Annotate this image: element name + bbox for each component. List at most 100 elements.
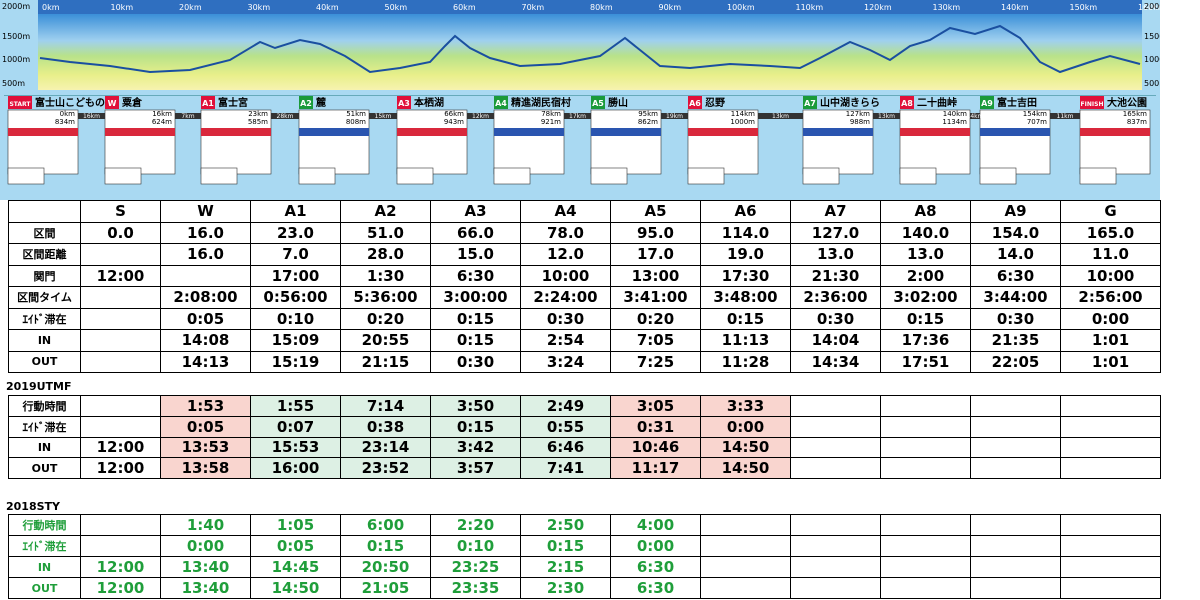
km-strip <box>38 0 1142 14</box>
column-header: G <box>1060 200 1161 223</box>
row-label: 行動時間 <box>8 395 81 417</box>
station-alt: 1000m <box>730 118 755 126</box>
segment-arrow <box>564 113 591 119</box>
cell: 17:30 <box>700 264 791 287</box>
section-title: 2018STY <box>6 500 61 513</box>
cell: 1:30 <box>340 264 431 287</box>
table-row: 行動時間 1:53 1:55 7:14 3:50 2:49 3:05 3:33 <box>8 395 1161 417</box>
segment-arrow <box>467 113 494 119</box>
row-label: OUT <box>8 350 81 373</box>
cell: 15:53 <box>250 436 341 459</box>
cell: 154.0 <box>970 221 1061 244</box>
table-row: IN 12:00 13:53 15:53 23:14 3:42 6:46 10:46 14:50 <box>8 436 1161 459</box>
icon-box <box>493 167 531 185</box>
cell <box>970 457 1061 480</box>
cell: 16.0 <box>160 243 251 266</box>
section-title: 2019UTMF <box>6 380 72 393</box>
cell: 3:50 <box>430 395 521 417</box>
station-code: A9 <box>981 99 993 108</box>
km-label: 60km <box>453 3 476 12</box>
cell: 2:30 <box>520 577 611 599</box>
icon-box <box>590 167 628 185</box>
cell: 0:15 <box>520 535 611 557</box>
station-code: A7 <box>804 99 816 108</box>
segment-arrow <box>661 113 688 119</box>
cell: 13:00 <box>610 264 701 287</box>
column-header: A2 <box>340 200 431 223</box>
cell: 3:44:00 <box>970 286 1061 309</box>
elevation-label: 2000m <box>2 2 30 11</box>
station-badge <box>980 96 994 109</box>
cell: 0:30 <box>790 307 881 330</box>
cell: 17.0 <box>610 243 701 266</box>
station-name: 大池公園 <box>1107 96 1147 109</box>
cell: 10:00 <box>520 264 611 287</box>
table-row: 区間タイム 2:08:00 0:56:00 5:36:00 3:00:00 2:24:00… <box>8 286 1161 309</box>
cell <box>880 436 971 459</box>
table-row: 区間 0.0 16.0 23.0 51.0 66.0 78.0 95.0 114.0 127.0 1… <box>8 221 1161 244</box>
cell: 15:09 <box>250 329 341 352</box>
cell: 13.0 <box>880 243 971 266</box>
cell: 0:30 <box>970 307 1061 330</box>
elevation-profile <box>39 24 1141 74</box>
cell: 7:41 <box>520 457 611 480</box>
station-code: A8 <box>901 99 913 108</box>
row-label: IN <box>8 436 81 459</box>
segment-arrow <box>369 113 397 119</box>
cell: 6:30 <box>610 556 701 578</box>
cell <box>880 577 971 599</box>
cell <box>1060 436 1161 459</box>
km-label: 110km <box>796 3 824 12</box>
station-name: 本栖湖 <box>414 96 444 109</box>
cell <box>790 535 881 557</box>
cell <box>970 395 1061 417</box>
elevation-label: 1500m <box>1144 32 1160 41</box>
cell: 12:00 <box>80 556 161 578</box>
station-name: 精進湖民宿村 <box>511 96 571 109</box>
km-label: 70km <box>522 3 545 12</box>
station-km: 23km <box>248 110 268 118</box>
station-km: 51km <box>346 110 366 118</box>
cell: 2:20 <box>430 514 521 536</box>
elevation-label: 1000m <box>1144 55 1160 64</box>
cell: 21:15 <box>340 350 431 373</box>
cell: 3:48:00 <box>700 286 791 309</box>
station-badge <box>688 96 702 109</box>
table-row: ｴｲﾄﾞ滞在 0:05 0:10 0:20 0:15 0:30 0:20 0:15 0:30 0:… <box>8 307 1161 330</box>
icon-box <box>802 167 840 185</box>
cell <box>970 415 1061 438</box>
cell: 11:13 <box>700 329 791 352</box>
station-card <box>1079 109 1151 175</box>
segment-km: 13km <box>878 113 895 120</box>
cell: 127.0 <box>790 221 881 244</box>
station-alt: 624m <box>152 118 172 126</box>
cell: 5:36:00 <box>340 286 431 309</box>
column-header: A7 <box>790 200 881 223</box>
row-label: 区間 <box>8 221 81 244</box>
cell <box>790 514 881 536</box>
table-row: ｴｲﾄﾞ滞在 0:05 0:07 0:38 0:15 0:55 0:31 0:00 <box>8 415 1161 438</box>
cell: 2:36:00 <box>790 286 881 309</box>
station-row <box>803 128 873 136</box>
km-label: 80km <box>590 3 613 12</box>
station-badge <box>591 96 605 109</box>
cell: 21:30 <box>790 264 881 287</box>
cell <box>80 395 161 417</box>
station-card <box>396 109 468 175</box>
cell: 13:40 <box>160 577 251 599</box>
cell: 165.0 <box>1060 221 1161 244</box>
station-row <box>980 128 1050 136</box>
station-name: 勝山 <box>608 96 628 109</box>
station-code: A6 <box>689 99 701 108</box>
cell: 51.0 <box>340 221 431 244</box>
station-code: A5 <box>592 99 604 108</box>
station-badge <box>803 96 817 109</box>
station-badge <box>105 96 119 109</box>
cell: 17:51 <box>880 350 971 373</box>
station-badge <box>299 96 313 109</box>
cell <box>790 395 881 417</box>
cell <box>80 329 161 352</box>
cell: 3:42 <box>430 436 521 459</box>
cell: 0:15 <box>880 307 971 330</box>
segment-arrow <box>970 113 980 119</box>
